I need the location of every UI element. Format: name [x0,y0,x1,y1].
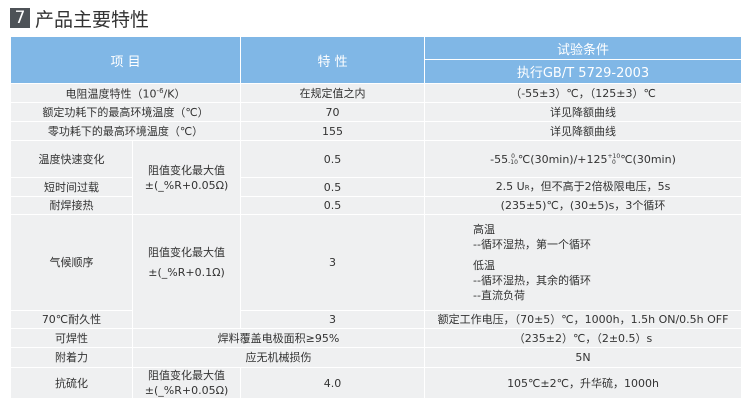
property-cell: 在规定值之内 [240,83,426,103]
test-cell: 额定工作电压，（70±5）℃，1000h，1.5h ON/0.5h OFF [424,310,743,329]
test-cell: -55 0 -10℃(30min)/+125+10 0 ℃(30min) [424,140,743,178]
header-property: 特 性 [240,36,426,84]
item-cell: 附着力 [10,347,133,368]
characteristics-table: 项 目 特 性 试验条件 执行GB/T 5729-2003 电阻温度特性（10-… [9,36,743,399]
item-cell: 零功耗下的最高环境温度（℃） [9,121,242,141]
table-row: 耐焊接热 0.5 (235±5)℃，(30±5)s，3个循环 [10,196,743,215]
item-cell: 额定功耗下的最高环境温度（℃） [9,102,242,122]
property-cell: 3 [240,310,426,329]
header-test: 试验条件 [424,36,743,60]
property-cell: 0.5 [240,196,426,215]
test-cell: 105℃±2℃，升华硫，1000h [424,367,743,399]
test-cell: 2.5 UR，但不高于2倍极限电压，5s [424,177,743,197]
item-cell: 电阻温度特性（10-6/K） [9,83,242,103]
item-cell: 抗硫化 [10,367,133,399]
section-number: 7 [10,8,30,28]
item-cell: 可焊性 [10,328,133,348]
item-cell: 短时间过载 [10,177,133,197]
table-row: 额定功耗下的最高环境温度（℃） 70 详见降额曲线 [9,102,743,122]
item-cell: 气候顺序 [10,214,133,311]
item-cell: 70℃耐久性 [10,310,133,329]
table-row: 电阻温度特性（10-6/K） 在规定值之内 （-55±3）℃，（125±3）℃ [9,83,743,103]
test-cell: （-55±3）℃，（125±3）℃ [424,83,743,103]
property-cell: 155 [240,121,426,141]
property-cell: 0.5 [240,177,426,197]
test-cell: 详见降额曲线 [424,121,743,141]
property-cell: 3 [240,214,426,311]
table-row: 温度快速变化 阻值变化最大值 ±(_%R+0.05Ω) 0.5 -55 0 -10℃(… [10,140,743,215]
table-row: 附着力 应无机械损伤 5N [10,347,743,368]
table-row: 可焊性 焊料覆盖电极面积≥95% （235±2）℃，（2±0.5）s [10,328,743,348]
table-row: 抗硫化 阻值变化最大值 ±(_%R+0.05Ω) 4.0 105℃±2℃，升华硫，… [10,367,743,399]
header-standard: 执行GB/T 5729-2003 [424,59,743,84]
section-title: 7 产品主要特性 [10,6,150,31]
property-cell: 应无机械损伤 [131,347,426,368]
test-cell: （235±2）℃，（2±0.5）s [424,328,743,348]
criteria-cell: 阻值变化最大值 ±(_%R+0.1Ω) [131,214,242,329]
property-cell: 0.5 [240,140,426,178]
table-row: 短时间过载 0.5 2.5 UR，但不高于2倍极限电压，5s [10,177,743,197]
item-cell: 耐焊接热 [10,196,133,215]
property-cell: 4.0 [240,367,426,399]
table-row: 零功耗下的最高环境温度（℃） 155 详见降额曲线 [9,121,743,141]
criteria-cell: 阻值变化最大值 ±(_%R+0.05Ω) [131,140,242,215]
table-row: 70℃耐久性 3 额定工作电压，（70±5）℃，1000h，1.5h ON/0.… [10,310,743,329]
test-cell: (235±5)℃，(30±5)s，3个循环 [424,196,743,215]
property-cell: 焊料覆盖电极面积≥95% [131,328,426,348]
header-item: 项 目 [9,36,242,84]
table-row: 气候顺序 阻值变化最大值 ±(_%R+0.1Ω) 3 高温 --循环湿热，第一个循环… [10,214,743,329]
test-cell: 5N [424,347,743,368]
item-cell: 温度快速变化 [10,140,133,178]
criteria-cell: 阻值变化最大值 ±(_%R+0.05Ω) [131,367,242,399]
test-cell: 详见降额曲线 [424,102,743,122]
property-cell: 70 [240,102,426,122]
header-row: 项 目 特 性 试验条件 [9,36,743,84]
test-cell: 高温 --循环湿热，第一个循环 低温 --循环湿热，其余的循环 --直流负荷 [424,214,743,311]
section-heading: 产品主要特性 [35,8,150,31]
